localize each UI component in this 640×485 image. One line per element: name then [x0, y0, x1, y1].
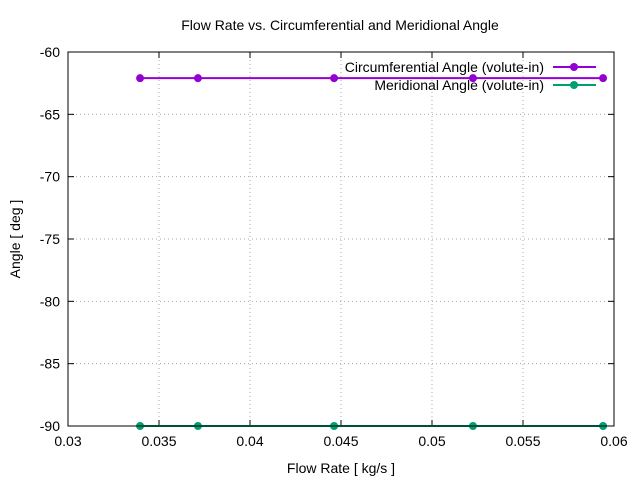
data-point [599, 74, 608, 83]
x-tick-label: 0.035 [141, 433, 176, 449]
legend-marker [570, 81, 578, 89]
data-point [468, 74, 477, 83]
x-tick-label: 0.055 [505, 433, 540, 449]
y-tick-label: -70 [40, 169, 60, 185]
y-tick-label: -60 [40, 44, 60, 60]
data-point [136, 74, 145, 83]
x-tick-label: 0.045 [323, 433, 358, 449]
y-tick-label: -65 [40, 106, 60, 122]
legend-label: Circumferential Angle (volute-in) [345, 59, 544, 75]
x-tick-label: 0.03 [54, 433, 81, 449]
data-point [193, 74, 202, 83]
x-tick-label: 0.05 [418, 433, 445, 449]
data-point [330, 74, 339, 83]
y-tick-label: -90 [40, 418, 60, 434]
x-tick-label: 0.06 [600, 433, 627, 449]
chart-title: Flow Rate vs. Circumferential and Meridi… [181, 17, 499, 33]
x-tick-label: 0.04 [236, 433, 263, 449]
plot-frame [67, 51, 615, 427]
legend-marker [570, 63, 578, 71]
x-axis-label: Flow Rate [ kg/s ] [287, 460, 395, 476]
y-tick-label: -85 [40, 356, 60, 372]
y-tick-label: -75 [40, 231, 60, 247]
y-tick-label: -80 [40, 293, 60, 309]
y-axis-label: Angle [ deg ] [7, 200, 23, 279]
legend-label: Meridional Angle (volute-in) [374, 77, 544, 93]
